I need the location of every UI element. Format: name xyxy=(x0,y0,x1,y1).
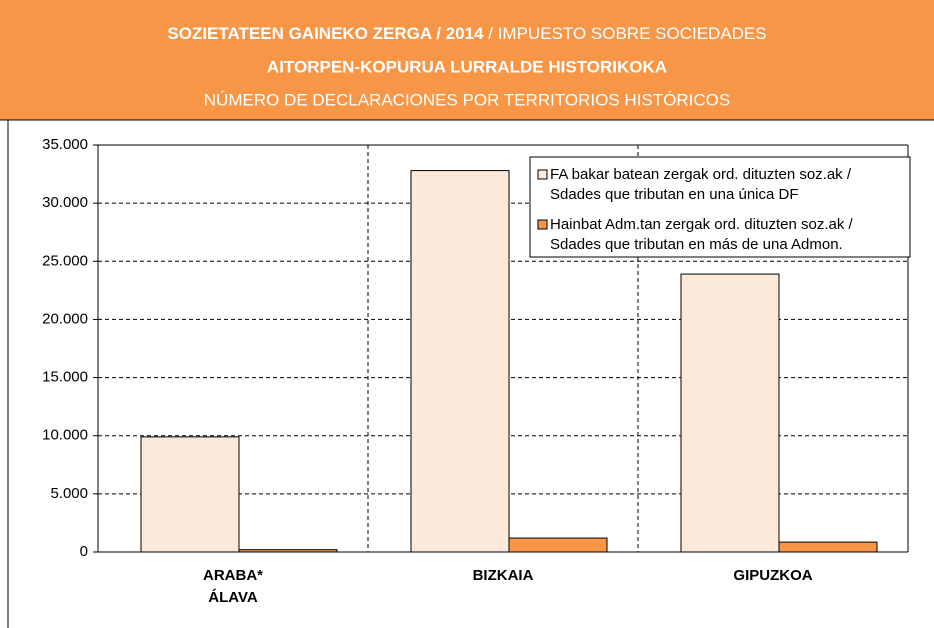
y-tick-label: 15.000 xyxy=(42,369,88,386)
y-tick-label: 25.000 xyxy=(42,252,88,269)
bar xyxy=(680,273,780,553)
x-tick-label-line: BIZKAIA xyxy=(473,567,534,584)
y-tick-label: 20.000 xyxy=(42,310,88,327)
y-tick-label: 10.000 xyxy=(42,427,88,444)
legend-label: FA bakar batean zergak ord. dituzten soz… xyxy=(550,166,852,203)
legend-label-line: Sdades que tributan en más de una Admon. xyxy=(550,236,843,253)
legend-label-line: Hainbat Adm.tan zergak ord. dituzten soz… xyxy=(550,216,853,233)
bar xyxy=(508,537,608,553)
header-band xyxy=(0,0,934,120)
x-tick-label: GIPUZKOA xyxy=(733,567,812,584)
chart-title: SOZIETATEEN GAINEKO ZERGA / 2014 / IMPUE… xyxy=(167,24,766,43)
y-tick-label: 0 xyxy=(80,543,88,560)
title-extra: / IMPUESTO SOBRE SOCIEDADES xyxy=(488,24,766,43)
legend-label: Hainbat Adm.tan zergak ord. dituzten soz… xyxy=(550,216,853,253)
y-tick-label: 35.000 xyxy=(42,136,88,153)
x-tick-label-line: ÁLAVA xyxy=(208,589,258,606)
x-tick-label-line: ARABA* xyxy=(203,567,263,584)
legend-swatch xyxy=(537,219,548,230)
x-tick-label: BIZKAIA xyxy=(473,567,534,584)
legend-box xyxy=(529,156,911,258)
bar xyxy=(140,436,240,553)
bar xyxy=(778,541,878,553)
y-tick-label: 5.000 xyxy=(50,485,88,502)
legend-label-line: Sdades que tributan en una única DF xyxy=(550,186,799,203)
x-tick-label-line: GIPUZKOA xyxy=(733,567,812,584)
x-tick-label: ARABA* ÁLAVA xyxy=(203,567,263,606)
bar xyxy=(410,170,510,553)
title-bold: SOZIETATEEN GAINEKO ZERGA / 2014 xyxy=(167,24,484,43)
legend-label-line: FA bakar batean zergak ord. dituzten soz… xyxy=(550,166,852,183)
subtitle: AITORPEN-KOPURUA LURRALDE HISTORIKOKA xyxy=(267,57,667,76)
legend-swatch xyxy=(537,169,548,180)
subtitle-extra: NÚMERO DE DECLARACIONES POR TERRITORIOS … xyxy=(204,90,730,109)
y-tick-label: 30.000 xyxy=(42,194,88,211)
